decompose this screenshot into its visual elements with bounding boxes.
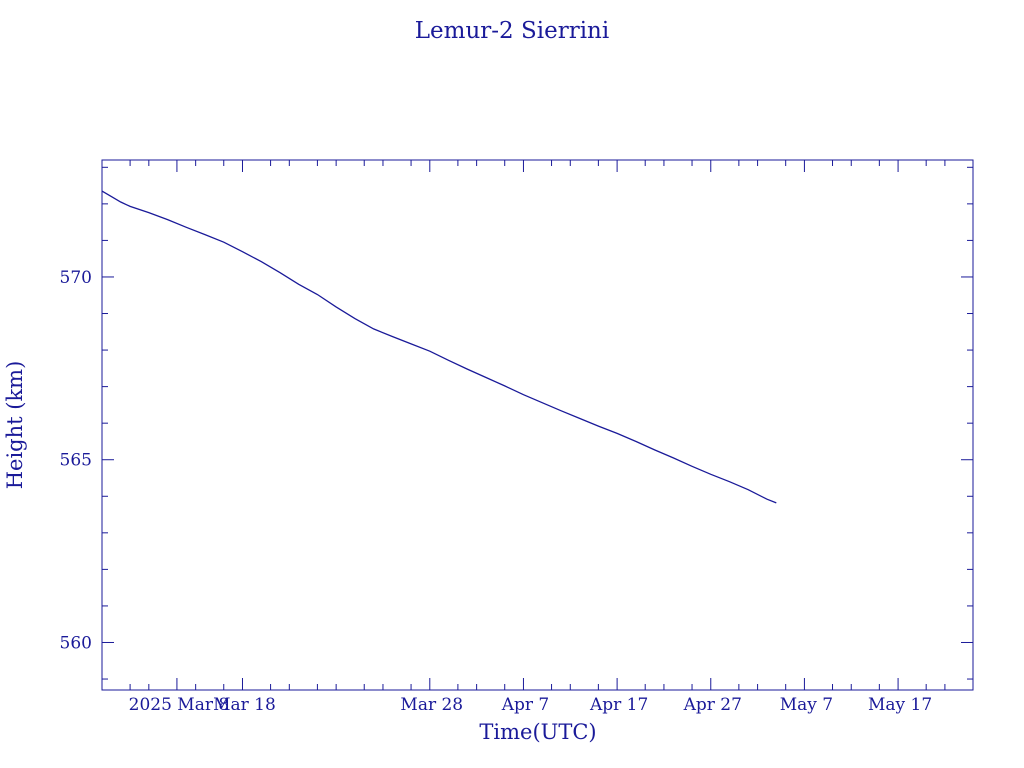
x-tick-label: 2025 Mar 8 xyxy=(129,695,230,715)
y-axis-label: Height (km) xyxy=(3,361,27,490)
tick-marks xyxy=(101,160,974,690)
x-tick-label: Apr 27 xyxy=(683,695,742,715)
chart-title: Lemur-2 Sierrini xyxy=(415,18,609,44)
x-tick-label: Apr 7 xyxy=(501,695,550,715)
x-tick-label: Mar 28 xyxy=(400,695,463,715)
series-line xyxy=(101,190,777,504)
x-axis-label: Time(UTC) xyxy=(479,720,596,744)
x-tick-label: May 17 xyxy=(868,695,932,715)
plot-frame xyxy=(101,159,974,691)
x-tick-label: May 7 xyxy=(780,695,833,715)
y-tick-label: 565 xyxy=(60,451,92,471)
x-tick-label: Mar 18 xyxy=(213,695,276,715)
y-tick-label: 560 xyxy=(60,633,92,653)
y-tick-label: 570 xyxy=(60,268,92,288)
x-tick-label: Apr 17 xyxy=(589,695,648,715)
